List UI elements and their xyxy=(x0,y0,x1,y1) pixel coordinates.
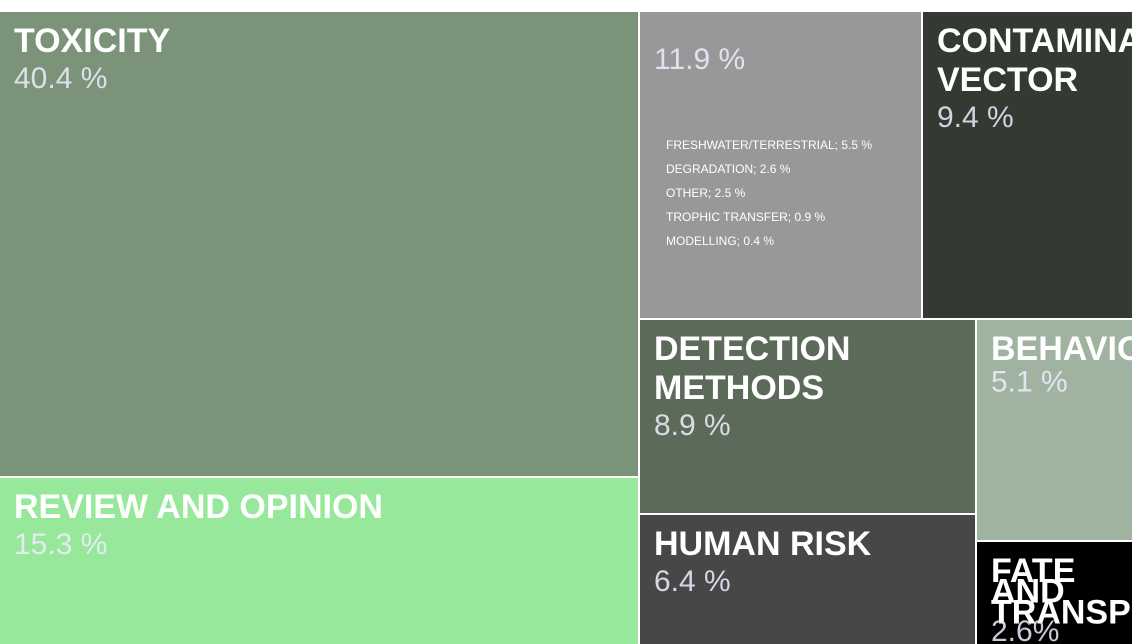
tile xyxy=(640,515,975,644)
tile xyxy=(640,12,921,318)
tile-name: DETECTION METHODS xyxy=(654,330,850,407)
tile-value: 15.3 % xyxy=(14,528,107,561)
tile xyxy=(923,12,1132,318)
tile xyxy=(640,320,975,513)
tile-name: CONTAMINANTVECTOR xyxy=(937,22,1132,99)
breakdown-item: FRESHWATER/TERRESTRIAL; 5.5 % xyxy=(666,138,872,152)
tile-name: FATEANDTRANSPORT xyxy=(991,552,1132,631)
tile xyxy=(0,478,638,644)
tile xyxy=(0,12,638,476)
tile-value: 6.4 % xyxy=(654,565,731,598)
tile-name: REVIEW AND OPINION xyxy=(14,488,383,526)
tile xyxy=(977,542,1132,644)
tile-value: 8.9 % xyxy=(654,409,731,442)
breakdown-item: TROPHIC TRANSFER; 0.9 % xyxy=(666,210,825,224)
tile-name: HUMAN RISK xyxy=(654,525,872,563)
breakdown-item: MODELLING; 0.4 % xyxy=(666,234,774,248)
tile-value: 2.6% xyxy=(991,615,1059,644)
breakdown-item: DEGRADATION; 2.6 % xyxy=(666,162,791,176)
tile-value: 40.4 % xyxy=(14,62,107,95)
tile-value: 11.9 % xyxy=(654,43,745,76)
tile xyxy=(977,320,1132,540)
tile-value: 9.4 % xyxy=(937,101,1014,134)
tile-name: BEHAVIOUR xyxy=(991,330,1132,368)
tile-name: TOXICITY xyxy=(14,22,170,60)
breakdown-item: OTHER; 2.5 % xyxy=(666,186,746,200)
tile-value: 5.1 % xyxy=(991,365,1068,398)
